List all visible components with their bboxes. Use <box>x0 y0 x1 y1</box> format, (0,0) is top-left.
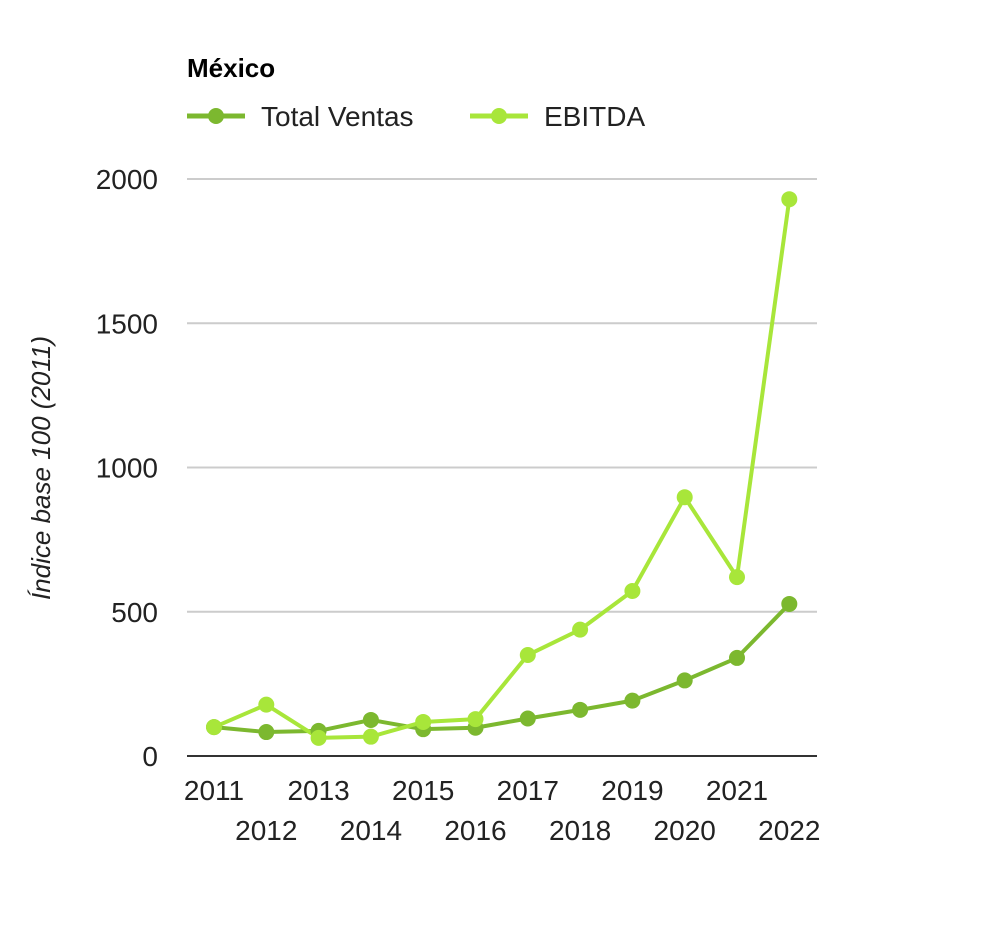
x-tick-label: 2016 <box>444 815 506 846</box>
data-point <box>258 724 275 741</box>
data-point <box>415 713 432 730</box>
x-tick-label: 2011 <box>184 775 244 806</box>
x-tick-label: 2020 <box>654 815 716 846</box>
data-point <box>467 711 484 728</box>
x-tick-label: 2022 <box>758 815 820 846</box>
y-tick-label: 1000 <box>96 453 158 484</box>
data-point <box>729 569 745 586</box>
y-tick-label: 0 <box>142 741 158 772</box>
data-point <box>519 647 536 664</box>
data-point <box>624 582 641 599</box>
legend: Total Ventas EBITDA <box>187 101 645 132</box>
data-point <box>676 672 693 689</box>
data-point <box>729 649 745 666</box>
series-layer <box>206 191 798 746</box>
chart-title: México <box>187 53 275 83</box>
data-point <box>572 621 589 638</box>
series-line <box>212 197 792 740</box>
data-point <box>362 728 379 745</box>
data-point <box>362 711 379 728</box>
x-tick-label: 2014 <box>340 815 402 846</box>
data-point <box>572 701 589 718</box>
x-tick-label: 2015 <box>392 775 454 806</box>
data-point <box>676 489 693 506</box>
x-tick-label: 2017 <box>497 775 559 806</box>
x-axis-ticks: 2011 2012 2013 2014 2015 2016 2017 2018 2019 2020… <box>184 775 821 846</box>
data-point <box>310 729 327 746</box>
y-tick-label: 1500 <box>96 308 158 339</box>
x-tick-label: 2013 <box>287 775 349 806</box>
data-point <box>258 696 275 713</box>
x-tick-label: 2019 <box>601 775 663 806</box>
y-tick-label: 500 <box>111 597 158 628</box>
x-tick-label: 2012 <box>235 815 297 846</box>
legend-marker <box>491 108 507 124</box>
y-axis-ticks: 0 500 1000 1500 2000 <box>96 164 158 772</box>
data-point <box>781 191 798 208</box>
legend-label: Total Ventas <box>261 101 414 132</box>
legend-label: EBITDA <box>544 101 645 132</box>
data-point <box>781 595 798 612</box>
y-axis-label: Índice base 100 (2011) <box>26 336 56 600</box>
legend-marker <box>208 108 224 124</box>
x-tick-label: 2018 <box>549 815 611 846</box>
y-tick-label: 2000 <box>96 164 158 195</box>
gridlines <box>187 178 817 613</box>
series-line <box>212 601 792 735</box>
data-point <box>206 719 222 736</box>
x-tick-label: 2021 <box>706 775 768 806</box>
data-point <box>624 692 641 709</box>
data-point <box>519 710 536 727</box>
